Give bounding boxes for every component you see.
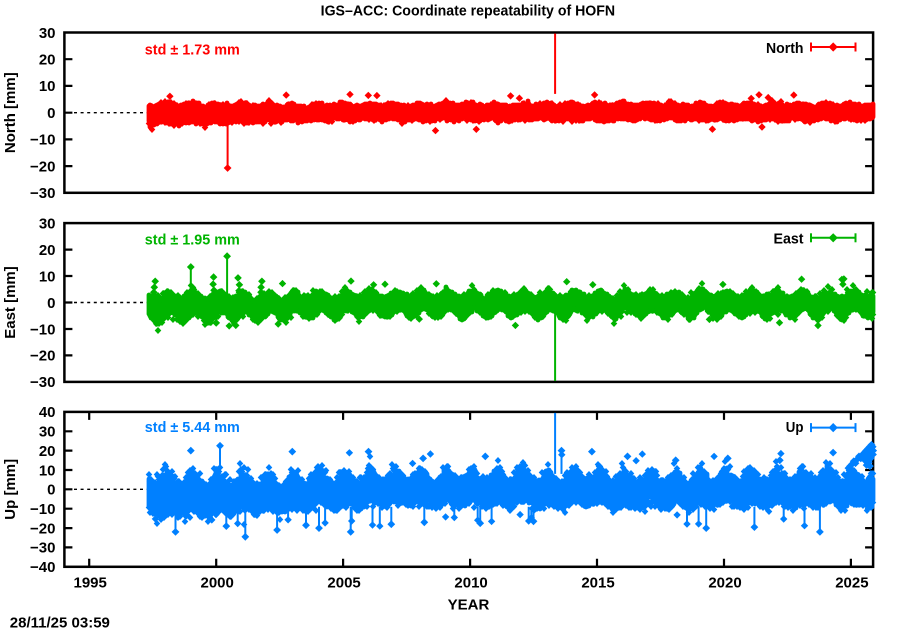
svg-text:North [mm]: North [mm] bbox=[2, 72, 19, 153]
svg-text:30: 30 bbox=[39, 25, 56, 42]
svg-text:−10: −10 bbox=[30, 132, 55, 149]
svg-text:20: 20 bbox=[39, 242, 56, 259]
svg-text:−10: −10 bbox=[30, 321, 55, 338]
svg-text:10: 10 bbox=[39, 78, 56, 95]
svg-text:−30: −30 bbox=[30, 185, 55, 202]
svg-text:0: 0 bbox=[47, 295, 55, 312]
svg-text:20: 20 bbox=[39, 52, 56, 69]
svg-text:30: 30 bbox=[39, 215, 56, 232]
svg-text:2015: 2015 bbox=[581, 574, 614, 591]
svg-text:2025: 2025 bbox=[835, 574, 868, 591]
svg-text:−20: −20 bbox=[30, 158, 55, 175]
svg-text:East: East bbox=[774, 231, 804, 248]
svg-text:10: 10 bbox=[39, 462, 56, 479]
svg-text:20: 20 bbox=[39, 443, 56, 460]
svg-text:0: 0 bbox=[47, 105, 55, 122]
svg-text:2020: 2020 bbox=[708, 574, 741, 591]
svg-text:40: 40 bbox=[39, 404, 56, 421]
svg-text:0: 0 bbox=[47, 482, 55, 499]
svg-text:std ± 1.95 mm: std ± 1.95 mm bbox=[145, 232, 240, 249]
svg-text:2000: 2000 bbox=[201, 574, 234, 591]
svg-text:std ± 5.44 mm: std ± 5.44 mm bbox=[145, 419, 240, 436]
svg-text:−30: −30 bbox=[30, 374, 55, 391]
svg-text:−20: −20 bbox=[30, 348, 55, 365]
svg-text:2005: 2005 bbox=[327, 574, 360, 591]
svg-text:East [mm]: East [mm] bbox=[2, 266, 19, 339]
svg-text:North: North bbox=[766, 40, 804, 57]
svg-text:−30: −30 bbox=[30, 540, 55, 557]
svg-text:IGS–ACC: Coordinate repeatabil: IGS–ACC: Coordinate repeatability of HOF… bbox=[321, 4, 616, 20]
svg-text:28/11/25 03:59: 28/11/25 03:59 bbox=[10, 615, 110, 631]
svg-text:1995: 1995 bbox=[74, 574, 107, 591]
svg-text:YEAR: YEAR bbox=[448, 597, 490, 614]
svg-text:2010: 2010 bbox=[454, 574, 487, 591]
svg-text:30: 30 bbox=[39, 424, 56, 441]
svg-text:std ± 1.73 mm: std ± 1.73 mm bbox=[145, 42, 240, 59]
svg-text:−10: −10 bbox=[30, 501, 55, 518]
svg-text:Up: Up bbox=[786, 419, 804, 436]
svg-text:−40: −40 bbox=[30, 559, 55, 576]
svg-text:10: 10 bbox=[39, 268, 56, 285]
svg-text:Up [mm]: Up [mm] bbox=[2, 459, 19, 520]
svg-text:−20: −20 bbox=[30, 520, 55, 537]
